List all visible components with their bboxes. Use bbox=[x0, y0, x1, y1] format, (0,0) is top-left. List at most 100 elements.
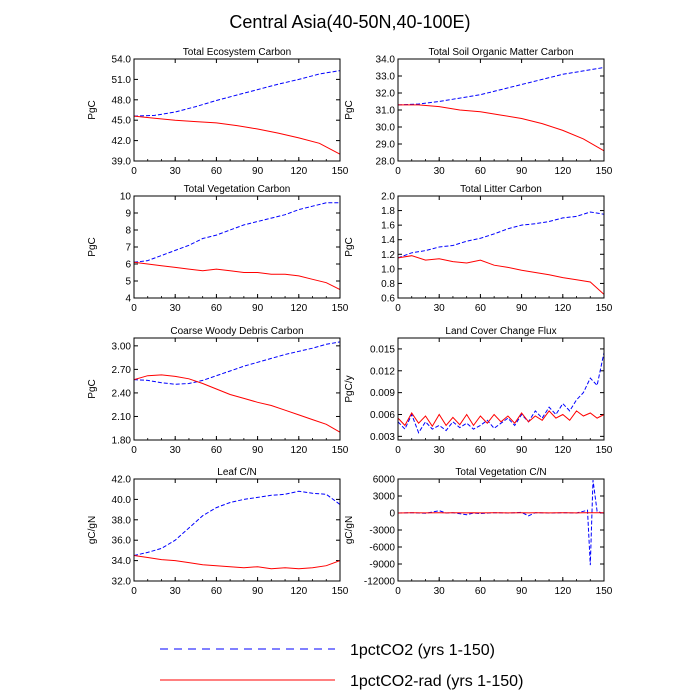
y-tick-label: 39.0 bbox=[112, 157, 132, 168]
y-axis-label: gC/gN bbox=[87, 516, 98, 544]
y-tick-label: 0 bbox=[389, 509, 395, 520]
x-tick-label: 30 bbox=[434, 586, 446, 597]
plot-frame bbox=[397, 478, 605, 582]
x-tick-label: 60 bbox=[475, 303, 487, 314]
x-tick-label: 60 bbox=[475, 445, 487, 456]
x-tick-label: 60 bbox=[211, 445, 223, 456]
y-tick-label: 1.80 bbox=[112, 436, 132, 447]
panel-title: Total Vegetation Carbon bbox=[184, 184, 291, 195]
y-axis-label: PgC bbox=[87, 100, 98, 119]
x-tick-label: 30 bbox=[170, 166, 182, 177]
y-tick-label: 0.006 bbox=[370, 410, 395, 421]
y-tick-label: 8 bbox=[125, 226, 131, 237]
y-axis-label: gC/gN bbox=[344, 516, 355, 544]
x-tick-label: 90 bbox=[516, 166, 528, 177]
panel-6: Land Cover Change Flux PgC/y 0 30 60 90 120 150… bbox=[344, 326, 613, 456]
y-tick-label: 7 bbox=[125, 243, 131, 254]
x-tick-label: 150 bbox=[332, 166, 349, 177]
panel-title: Total Vegetation C/N bbox=[455, 467, 546, 478]
x-tick-label: 60 bbox=[475, 586, 487, 597]
y-axis-label: PgC bbox=[87, 379, 98, 398]
x-tick-label: 30 bbox=[170, 445, 182, 456]
x-tick-label: 0 bbox=[395, 166, 401, 177]
x-tick-label: 30 bbox=[170, 303, 182, 314]
series-line-1pctco2-rad bbox=[134, 374, 340, 433]
y-tick-label: 3000 bbox=[373, 492, 396, 503]
series-group bbox=[398, 211, 604, 295]
y-tick-label: 9 bbox=[125, 209, 131, 220]
y-tick-label: 42.0 bbox=[112, 136, 132, 147]
panel-title: Leaf C/N bbox=[217, 467, 256, 478]
y-tick-label: 45.0 bbox=[112, 116, 132, 127]
y-tick-label: -12000 bbox=[364, 577, 396, 588]
x-tick-label: 60 bbox=[211, 166, 223, 177]
series-line-1pctco2 bbox=[398, 352, 604, 434]
series-line-1pctco2 bbox=[398, 67, 604, 106]
y-tick-label: -6000 bbox=[369, 543, 395, 554]
x-tick-label: 150 bbox=[596, 166, 613, 177]
y-tick-label: 42.0 bbox=[112, 475, 132, 486]
y-tick-label: 2.10 bbox=[112, 412, 132, 423]
x-tick-label: 150 bbox=[332, 303, 349, 314]
x-tick-label: 0 bbox=[131, 166, 137, 177]
series-line-1pctco2-rad bbox=[398, 255, 604, 295]
x-tick-label: 150 bbox=[332, 586, 349, 597]
x-tick-label: 90 bbox=[252, 166, 264, 177]
y-tick-label: 2.40 bbox=[112, 388, 132, 399]
plot-frame bbox=[397, 337, 605, 441]
series-group bbox=[398, 67, 604, 152]
plot-frame bbox=[133, 195, 341, 299]
y-tick-label: 28.0 bbox=[376, 157, 396, 168]
y-tick-label: 32.0 bbox=[376, 89, 396, 100]
x-tick-label: 30 bbox=[434, 303, 446, 314]
panel-title: Total Ecosystem Carbon bbox=[183, 47, 291, 58]
y-tick-label: 40.0 bbox=[112, 495, 132, 506]
x-tick-label: 90 bbox=[252, 303, 264, 314]
y-tick-label: 4 bbox=[125, 294, 131, 305]
plot-frame bbox=[397, 58, 605, 162]
x-tick-label: 150 bbox=[596, 445, 613, 456]
series-line-1pctco2-rad bbox=[398, 410, 604, 428]
y-tick-label: 0.009 bbox=[370, 388, 395, 399]
x-tick-label: 60 bbox=[211, 586, 223, 597]
y-tick-label: -3000 bbox=[369, 526, 395, 537]
x-tick-label: 60 bbox=[211, 303, 223, 314]
series-line-1pctco2 bbox=[134, 341, 340, 385]
y-tick-label: 1.6 bbox=[381, 221, 395, 232]
y-tick-label: 2.0 bbox=[381, 192, 395, 203]
y-tick-label: 0.012 bbox=[370, 366, 395, 377]
panel-7: Leaf C/N gC/gN 0 30 60 90 120 150 32.0 34.0 36.0 38… bbox=[87, 467, 349, 597]
x-tick-label: 120 bbox=[554, 166, 571, 177]
y-tick-label: 36.0 bbox=[112, 536, 132, 547]
y-tick-label: 48.0 bbox=[112, 95, 132, 106]
y-tick-label: 1.0 bbox=[381, 264, 395, 275]
x-tick-label: 90 bbox=[516, 586, 528, 597]
y-tick-label: 32.0 bbox=[112, 577, 132, 588]
y-tick-label: 34.0 bbox=[112, 556, 132, 567]
panel-5: Coarse Woody Debris Carbon PgC 0 30 60 90 120 1… bbox=[87, 326, 349, 456]
y-tick-label: 0.015 bbox=[370, 344, 395, 355]
series-group bbox=[398, 480, 604, 566]
series-line-1pctco2-rad bbox=[134, 555, 340, 570]
series-line-1pctco2-rad bbox=[398, 104, 604, 152]
x-tick-label: 30 bbox=[170, 586, 182, 597]
x-tick-label: 0 bbox=[395, 445, 401, 456]
y-tick-label: 0.8 bbox=[381, 279, 395, 290]
figure-title: Central Asia(40-50N,40-100E) bbox=[229, 12, 470, 32]
series-group bbox=[134, 341, 340, 433]
panel-title: Land Cover Change Flux bbox=[445, 326, 556, 337]
x-tick-label: 90 bbox=[252, 445, 264, 456]
x-tick-label: 30 bbox=[434, 445, 446, 456]
x-tick-label: 0 bbox=[395, 303, 401, 314]
y-tick-label: 54.0 bbox=[112, 55, 132, 66]
y-axis-label: PgC bbox=[344, 100, 355, 119]
x-tick-label: 30 bbox=[434, 166, 446, 177]
x-tick-label: 0 bbox=[131, 586, 137, 597]
x-tick-label: 120 bbox=[290, 445, 307, 456]
panel-3: Total Vegetation Carbon PgC 0 30 60 90 120 150 4… bbox=[87, 184, 349, 314]
x-tick-label: 120 bbox=[290, 166, 307, 177]
y-tick-label: 0.003 bbox=[370, 432, 395, 443]
panel-title: Total Soil Organic Matter Carbon bbox=[428, 47, 573, 58]
plot-frame bbox=[133, 58, 341, 162]
